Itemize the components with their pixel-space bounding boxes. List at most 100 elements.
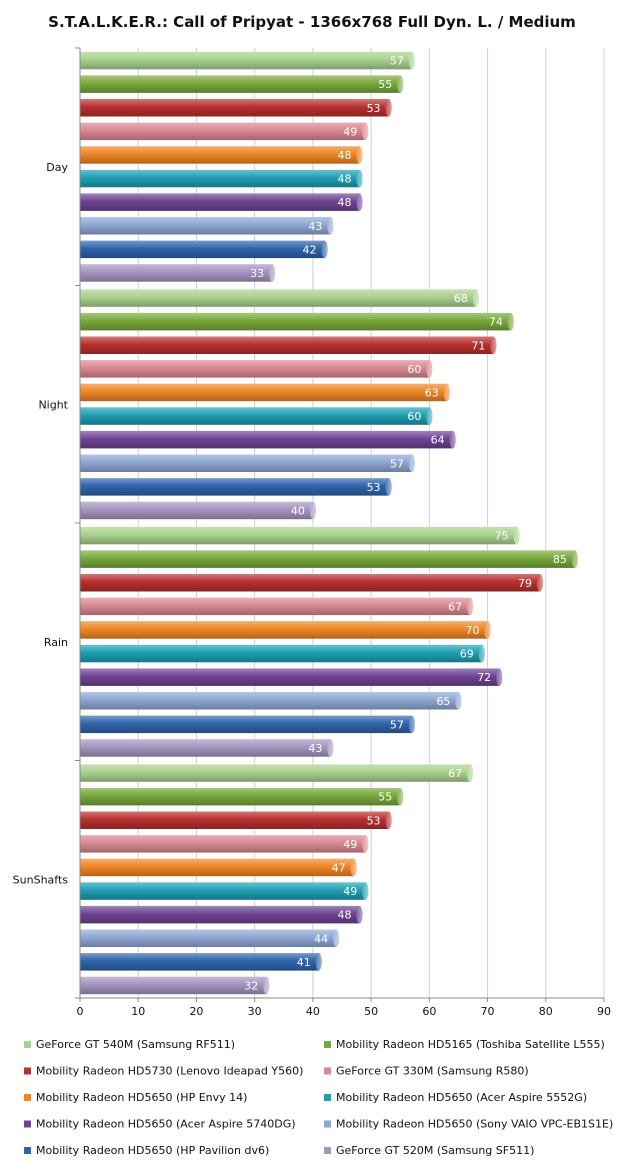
bar bbox=[80, 976, 267, 995]
legend-label: Mobility Radeon HD5165 (Toshiba Satellit… bbox=[336, 1038, 605, 1051]
bar bbox=[80, 764, 471, 782]
bar-cap bbox=[408, 454, 416, 472]
bar-group: 48 bbox=[80, 169, 363, 188]
data-label: 64 bbox=[431, 434, 445, 447]
data-label: 49 bbox=[343, 838, 357, 851]
data-label: 43 bbox=[308, 220, 322, 233]
data-label: 53 bbox=[367, 102, 381, 115]
grid bbox=[79, 48, 605, 998]
bar-cap bbox=[472, 289, 480, 307]
bar-group: 67 bbox=[80, 764, 474, 782]
legend-item: Mobility Radeon HD5650 (Acer Aspire 5740… bbox=[24, 1118, 296, 1131]
x-tick-label: 20 bbox=[189, 1005, 203, 1018]
bar bbox=[80, 929, 337, 947]
bar bbox=[80, 835, 366, 853]
bar-cap bbox=[478, 644, 485, 663]
x-tick-label: 90 bbox=[597, 1005, 611, 1018]
bar bbox=[80, 193, 360, 211]
bar-group: 43 bbox=[80, 739, 334, 757]
data-label: 32 bbox=[244, 979, 258, 992]
bar bbox=[80, 99, 389, 117]
bar bbox=[80, 644, 482, 663]
bar-cap bbox=[268, 264, 276, 282]
legend-swatch bbox=[324, 1094, 331, 1101]
bar bbox=[80, 454, 412, 472]
bar-cap bbox=[327, 739, 334, 757]
data-label: 40 bbox=[291, 504, 305, 517]
bar-group: 47 bbox=[80, 858, 357, 877]
bar bbox=[80, 240, 325, 259]
x-tick-label: 60 bbox=[422, 1005, 436, 1018]
data-label: 79 bbox=[518, 577, 532, 590]
bar bbox=[80, 668, 500, 686]
bar-group: 53 bbox=[80, 478, 392, 496]
bar-cap bbox=[332, 929, 340, 947]
bar bbox=[80, 264, 273, 282]
legend-item: Mobility Radeon HD5650 (Acer Aspire 5552… bbox=[324, 1091, 587, 1104]
data-label: 44 bbox=[314, 932, 328, 945]
bar-group: 55 bbox=[80, 75, 404, 93]
bar-cap bbox=[362, 835, 369, 853]
bar-cap bbox=[263, 976, 270, 995]
bar-group: 79 bbox=[80, 574, 544, 592]
bar-group: 71 bbox=[80, 336, 497, 354]
bar-cap bbox=[449, 430, 456, 449]
legend-swatch bbox=[24, 1147, 31, 1154]
bar bbox=[80, 574, 540, 592]
bar-group: 32 bbox=[80, 976, 270, 995]
bar bbox=[80, 289, 476, 307]
bar-group: 64 bbox=[80, 430, 456, 449]
bar-cap bbox=[443, 383, 450, 402]
bar bbox=[80, 217, 331, 235]
data-label: 42 bbox=[303, 243, 317, 256]
data-label: 60 bbox=[407, 410, 421, 423]
data-label: 67 bbox=[448, 600, 462, 613]
bar bbox=[80, 787, 401, 806]
data-label: 75 bbox=[495, 530, 509, 543]
data-label: 71 bbox=[471, 339, 485, 352]
bar-group: 72 bbox=[80, 668, 503, 686]
legend-item: GeForce GT 330M (Samsung R580) bbox=[324, 1065, 529, 1078]
bar-group: 41 bbox=[80, 953, 322, 971]
x-tick-label: 70 bbox=[481, 1005, 495, 1018]
legend-label: GeForce GT 520M (Samsung SF511) bbox=[336, 1144, 534, 1157]
bars: 57 55 53 49 48 48 48 43 42 33 68 74 71 60 63 60 64 57 53 40… bbox=[80, 51, 579, 995]
legend-label: Mobility Radeon HD5650 (Sony VAIO VPC-EB… bbox=[336, 1118, 613, 1131]
bar-group: 60 bbox=[80, 360, 433, 378]
legend-label: Mobility Radeon HD5650 (HP Pavilion dv6) bbox=[36, 1144, 269, 1157]
bar-cap bbox=[466, 597, 474, 616]
category-label: SunShafts bbox=[13, 873, 69, 886]
bar-cap bbox=[397, 787, 404, 806]
bar bbox=[80, 739, 331, 757]
bar-group: 49 bbox=[80, 882, 369, 900]
bar-group: 63 bbox=[80, 383, 450, 402]
bar-cap bbox=[490, 336, 497, 354]
legend-label: Mobility Radeon HD5650 (HP Envy 14) bbox=[36, 1091, 247, 1104]
bar-cap bbox=[315, 953, 322, 971]
bar bbox=[80, 550, 575, 568]
data-label: 33 bbox=[250, 267, 264, 280]
data-label: 74 bbox=[489, 316, 503, 329]
data-label: 68 bbox=[454, 292, 468, 305]
data-label: 53 bbox=[367, 481, 381, 494]
data-label: 48 bbox=[337, 173, 351, 186]
data-label: 41 bbox=[297, 956, 311, 969]
bar-group: 33 bbox=[80, 264, 276, 282]
bar-group: 48 bbox=[80, 146, 363, 164]
bar bbox=[80, 858, 354, 877]
bar-cap bbox=[536, 574, 544, 592]
bar-cap bbox=[484, 621, 491, 639]
legend-label: GeForce GT 330M (Samsung R580) bbox=[336, 1065, 529, 1078]
x-tick-label: 30 bbox=[248, 1005, 262, 1018]
bar-group: 44 bbox=[80, 929, 340, 947]
bar-group: 68 bbox=[80, 289, 480, 307]
bar-cap bbox=[507, 312, 515, 331]
legend: GeForce GT 540M (Samsung RF511) Mobility … bbox=[24, 1038, 613, 1157]
bar-group: 48 bbox=[80, 905, 363, 924]
legend-swatch bbox=[324, 1067, 331, 1075]
bar-cap bbox=[426, 360, 433, 378]
category-label: Night bbox=[38, 398, 68, 411]
bar-group: 53 bbox=[80, 99, 392, 117]
legend-item: Mobility Radeon HD5650 (HP Pavilion dv6) bbox=[24, 1144, 269, 1157]
